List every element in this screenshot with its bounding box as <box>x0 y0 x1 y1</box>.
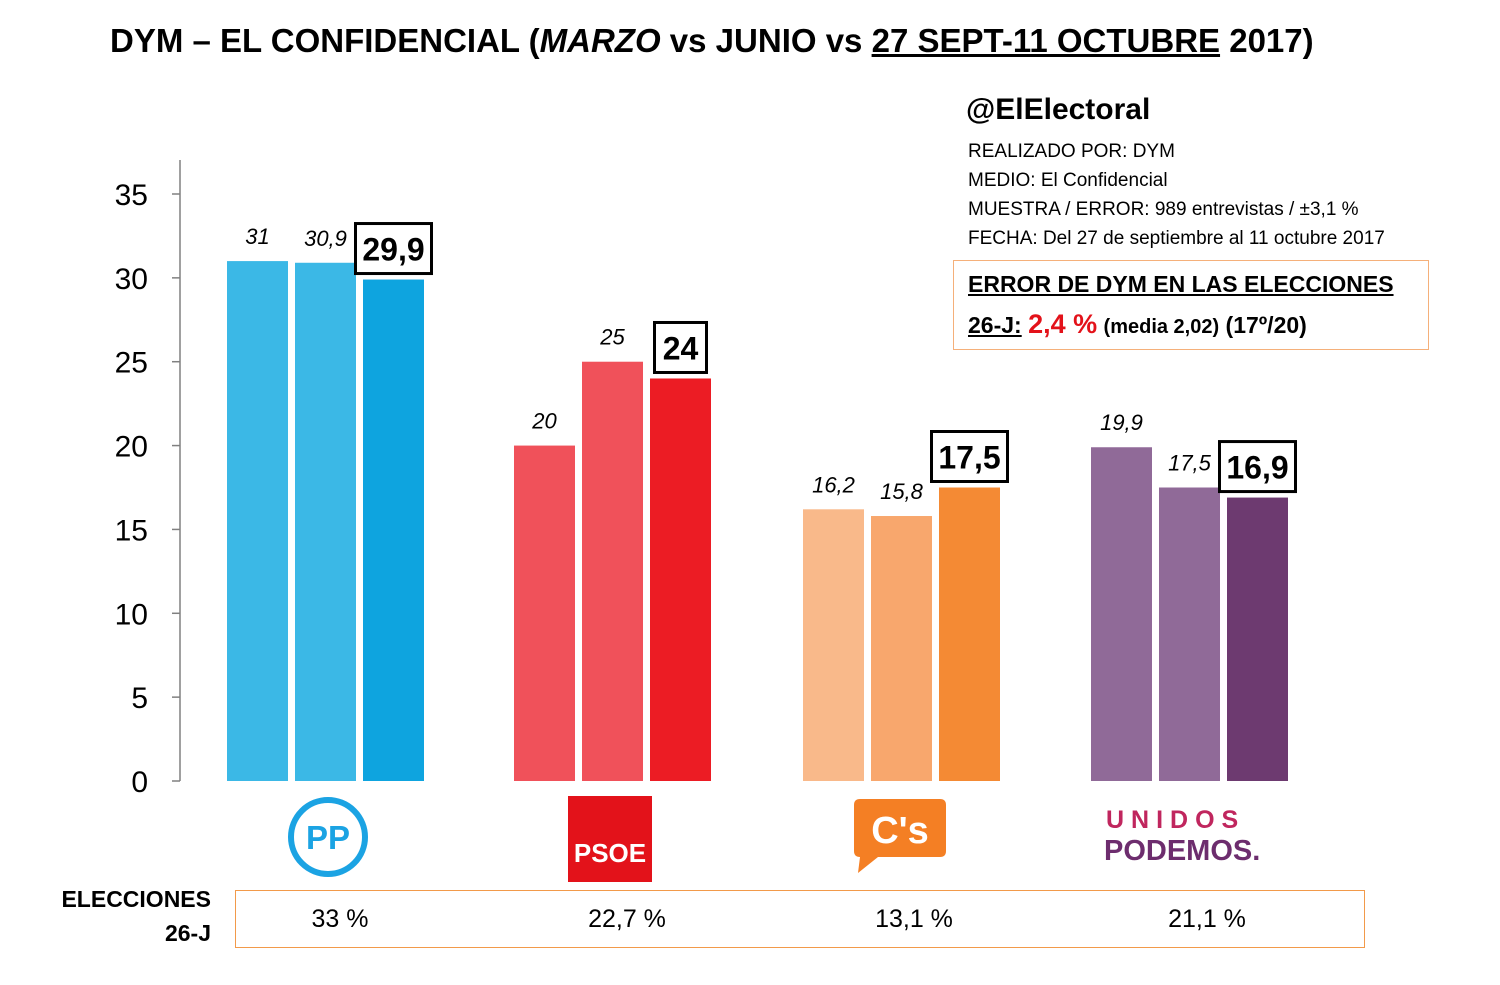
data-label-box <box>354 222 433 276</box>
bar <box>227 261 288 782</box>
y-tick-label: 15 <box>115 514 148 547</box>
result-pp: 33 % <box>311 905 369 933</box>
y-tick-label: 20 <box>115 431 148 464</box>
bar <box>871 516 932 781</box>
meta-realizado: REALIZADO POR: DYM <box>968 141 1175 162</box>
data-label-box <box>1218 440 1297 494</box>
y-tick-label: 5 <box>131 682 148 715</box>
chart-title: DYM – EL CONFIDENCIAL (MARZO vs JUNIO vs… <box>110 22 1314 59</box>
data-label: 31 <box>245 224 269 249</box>
up-logo-line2: PODEMOS. <box>1104 835 1260 866</box>
meta-medio: MEDIO: El Confidencial <box>968 170 1168 191</box>
data-label: 19,9 <box>1100 410 1143 435</box>
bar <box>295 262 356 782</box>
bar <box>1159 487 1220 781</box>
bar <box>363 279 424 781</box>
source-handle: @ElElectoral <box>966 93 1151 126</box>
y-tick-label: 35 <box>115 179 148 212</box>
bar <box>582 361 643 781</box>
meta-muestra: MUESTRA / ERROR: 989 entrevistas / ±3,1 … <box>968 199 1359 220</box>
error-value: 2,4 % <box>1028 309 1098 339</box>
psoe-logo: PSOE <box>568 796 652 882</box>
result-cs: 13,1 % <box>875 905 953 933</box>
data-label: 17,5 <box>938 440 1000 476</box>
error-heading: ERROR DE DYM EN LAS ELECCIONES <box>968 271 1394 297</box>
bar <box>939 487 1000 781</box>
bar <box>1091 447 1152 781</box>
up-logo-line1: UNIDOS <box>1106 806 1245 834</box>
data-label-box <box>653 320 708 374</box>
cs-logo: C's <box>854 799 946 873</box>
error-box: ERROR DE DYM EN LAS ELECCIONES 26-J: 2,4… <box>953 260 1429 350</box>
bar <box>650 378 711 781</box>
data-label: 24 <box>663 330 699 366</box>
data-label: 16,2 <box>812 472 855 497</box>
result-up: 21,1 % <box>1168 905 1246 933</box>
error-detail: 26-J: 2,4 % (media 2,02) (17º/20) <box>968 309 1307 339</box>
y-tick-label: 30 <box>115 263 148 296</box>
data-label: 15,8 <box>880 479 924 504</box>
pp-logo-text: PP <box>306 819 350 856</box>
y-tick-label: 0 <box>131 766 148 799</box>
y-tick-label: 25 <box>115 347 148 380</box>
elections-label: ELECCIONES 26-J <box>61 886 211 946</box>
data-label: 29,9 <box>362 232 424 268</box>
unidos-podemos-logo: UNIDOS PODEMOS. <box>1104 806 1260 866</box>
data-label: 25 <box>599 325 625 350</box>
result-psoe: 22,7 % <box>588 905 666 933</box>
y-tick-label: 10 <box>115 598 148 631</box>
data-label: 30,9 <box>304 226 347 251</box>
bar <box>514 445 575 781</box>
data-label: 16,9 <box>1226 450 1288 486</box>
data-label: 17,5 <box>1168 451 1212 476</box>
data-label-box <box>930 430 1009 483</box>
pp-logo: PP <box>288 797 368 877</box>
elections-results-box: 33 % 22,7 % 13,1 % 21,1 % <box>235 890 1365 948</box>
psoe-logo-text: PSOE <box>574 838 646 868</box>
meta-fecha: FECHA: Del 27 de septiembre al 11 octubr… <box>968 228 1385 249</box>
cs-logo-text: C's <box>871 810 929 852</box>
data-label: 20 <box>531 409 557 434</box>
bar <box>803 509 864 781</box>
bar <box>1227 497 1288 781</box>
